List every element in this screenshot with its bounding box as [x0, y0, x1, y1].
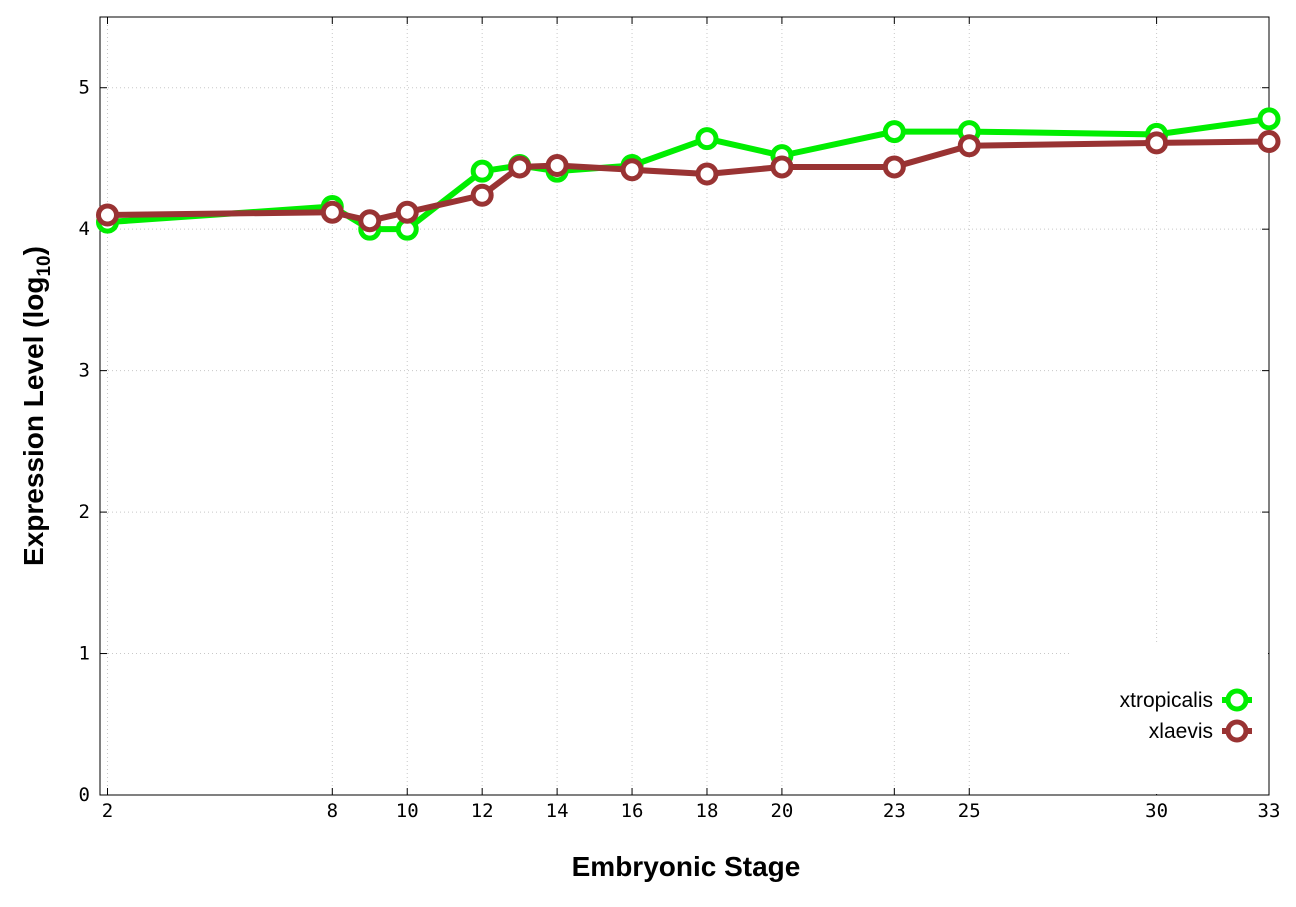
data-point [770, 155, 794, 179]
y-axis-title-close: ) [18, 246, 49, 255]
x-tick-label: 18 [696, 800, 719, 822]
x-tick-label: 2 [102, 800, 113, 822]
x-tick-label: 14 [546, 800, 569, 822]
legend-swatch-marker [1225, 688, 1249, 712]
x-tick-label: 25 [958, 800, 981, 822]
data-point [395, 200, 419, 224]
legend-label: xlaevis [1149, 720, 1213, 743]
data-point [1257, 129, 1281, 153]
y-tick-label: 4 [79, 218, 90, 240]
y-axis-title-subscript: 10 [34, 255, 55, 276]
y-axis-title: Expression Level (log10) [18, 246, 55, 566]
data-point [695, 127, 719, 151]
data-point [508, 155, 532, 179]
x-tick-label: 10 [396, 800, 419, 822]
series-layer [95, 107, 1281, 241]
y-tick-label: 5 [79, 77, 90, 99]
grid-lines [100, 17, 1270, 795]
data-point [545, 154, 569, 178]
data-point [882, 120, 906, 144]
data-point [620, 158, 644, 182]
x-tick-label: 16 [621, 800, 644, 822]
data-point [470, 183, 494, 207]
data-point [358, 209, 382, 233]
data-point [320, 200, 344, 224]
data-point [882, 155, 906, 179]
data-point [695, 162, 719, 186]
data-point [95, 203, 119, 227]
legend: xtropicalis xlaevis [1072, 642, 1268, 794]
data-point [1145, 131, 1169, 155]
x-axis-title: Embryonic Stage [572, 851, 801, 882]
x-tick-label: 33 [1258, 800, 1281, 822]
plot-frame [99, 16, 1270, 796]
x-tick-label: 20 [770, 800, 793, 822]
y-tick-label: 1 [79, 643, 90, 665]
x-tick-label: 23 [883, 800, 906, 822]
x-tick-label: 12 [471, 800, 494, 822]
legend-label: xtropicalis [1120, 689, 1213, 712]
data-point [957, 134, 981, 158]
y-axis-title-main: Expression Level (log [18, 277, 49, 566]
y-tick-label: 0 [79, 784, 90, 806]
y-tick-label: 2 [79, 501, 90, 523]
data-point [470, 159, 494, 183]
legend-swatch-marker [1225, 719, 1249, 743]
y-tick-label: 3 [79, 360, 90, 382]
legend-background [1072, 642, 1268, 794]
x-tick-label: 8 [327, 800, 338, 822]
data-point [1257, 107, 1281, 131]
series-xlaevis [95, 129, 1281, 233]
x-tick-label: 30 [1145, 800, 1168, 822]
